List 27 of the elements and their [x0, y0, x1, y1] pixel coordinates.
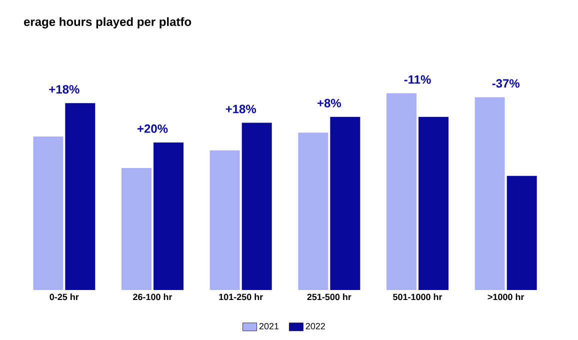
annotation: +8% — [318, 98, 342, 108]
bar — [474, 97, 505, 290]
annotation: -11% — [404, 75, 431, 84]
annotation: -37% — [492, 79, 520, 88]
x-tick-label: 101-250 hr — [219, 294, 263, 300]
x-tick-label: 26-100 hr — [133, 294, 172, 300]
bar — [210, 150, 240, 290]
x-tick-label: >1000 hr — [488, 294, 524, 300]
bar — [386, 93, 417, 290]
chart-title: erage hours played per platfo — [24, 17, 192, 28]
x-tick-label: 501-1000 hr — [393, 294, 442, 300]
annotation: +18% — [226, 104, 256, 114]
bar — [298, 132, 328, 290]
bar — [154, 142, 184, 290]
bar — [242, 122, 272, 290]
bar — [33, 136, 64, 290]
x-tick-label: 0-25 hr — [50, 294, 79, 300]
annotation: +18% — [49, 85, 80, 94]
legend-label: 2022 — [306, 322, 325, 330]
legend-label: 2021 — [259, 322, 279, 330]
bar — [506, 176, 537, 290]
bar — [122, 168, 152, 290]
x-tick-label: 251-500 hr — [307, 294, 352, 300]
bar — [418, 116, 449, 290]
annotation: +20% — [137, 124, 168, 133]
bar — [330, 116, 360, 290]
bar — [65, 103, 96, 290]
